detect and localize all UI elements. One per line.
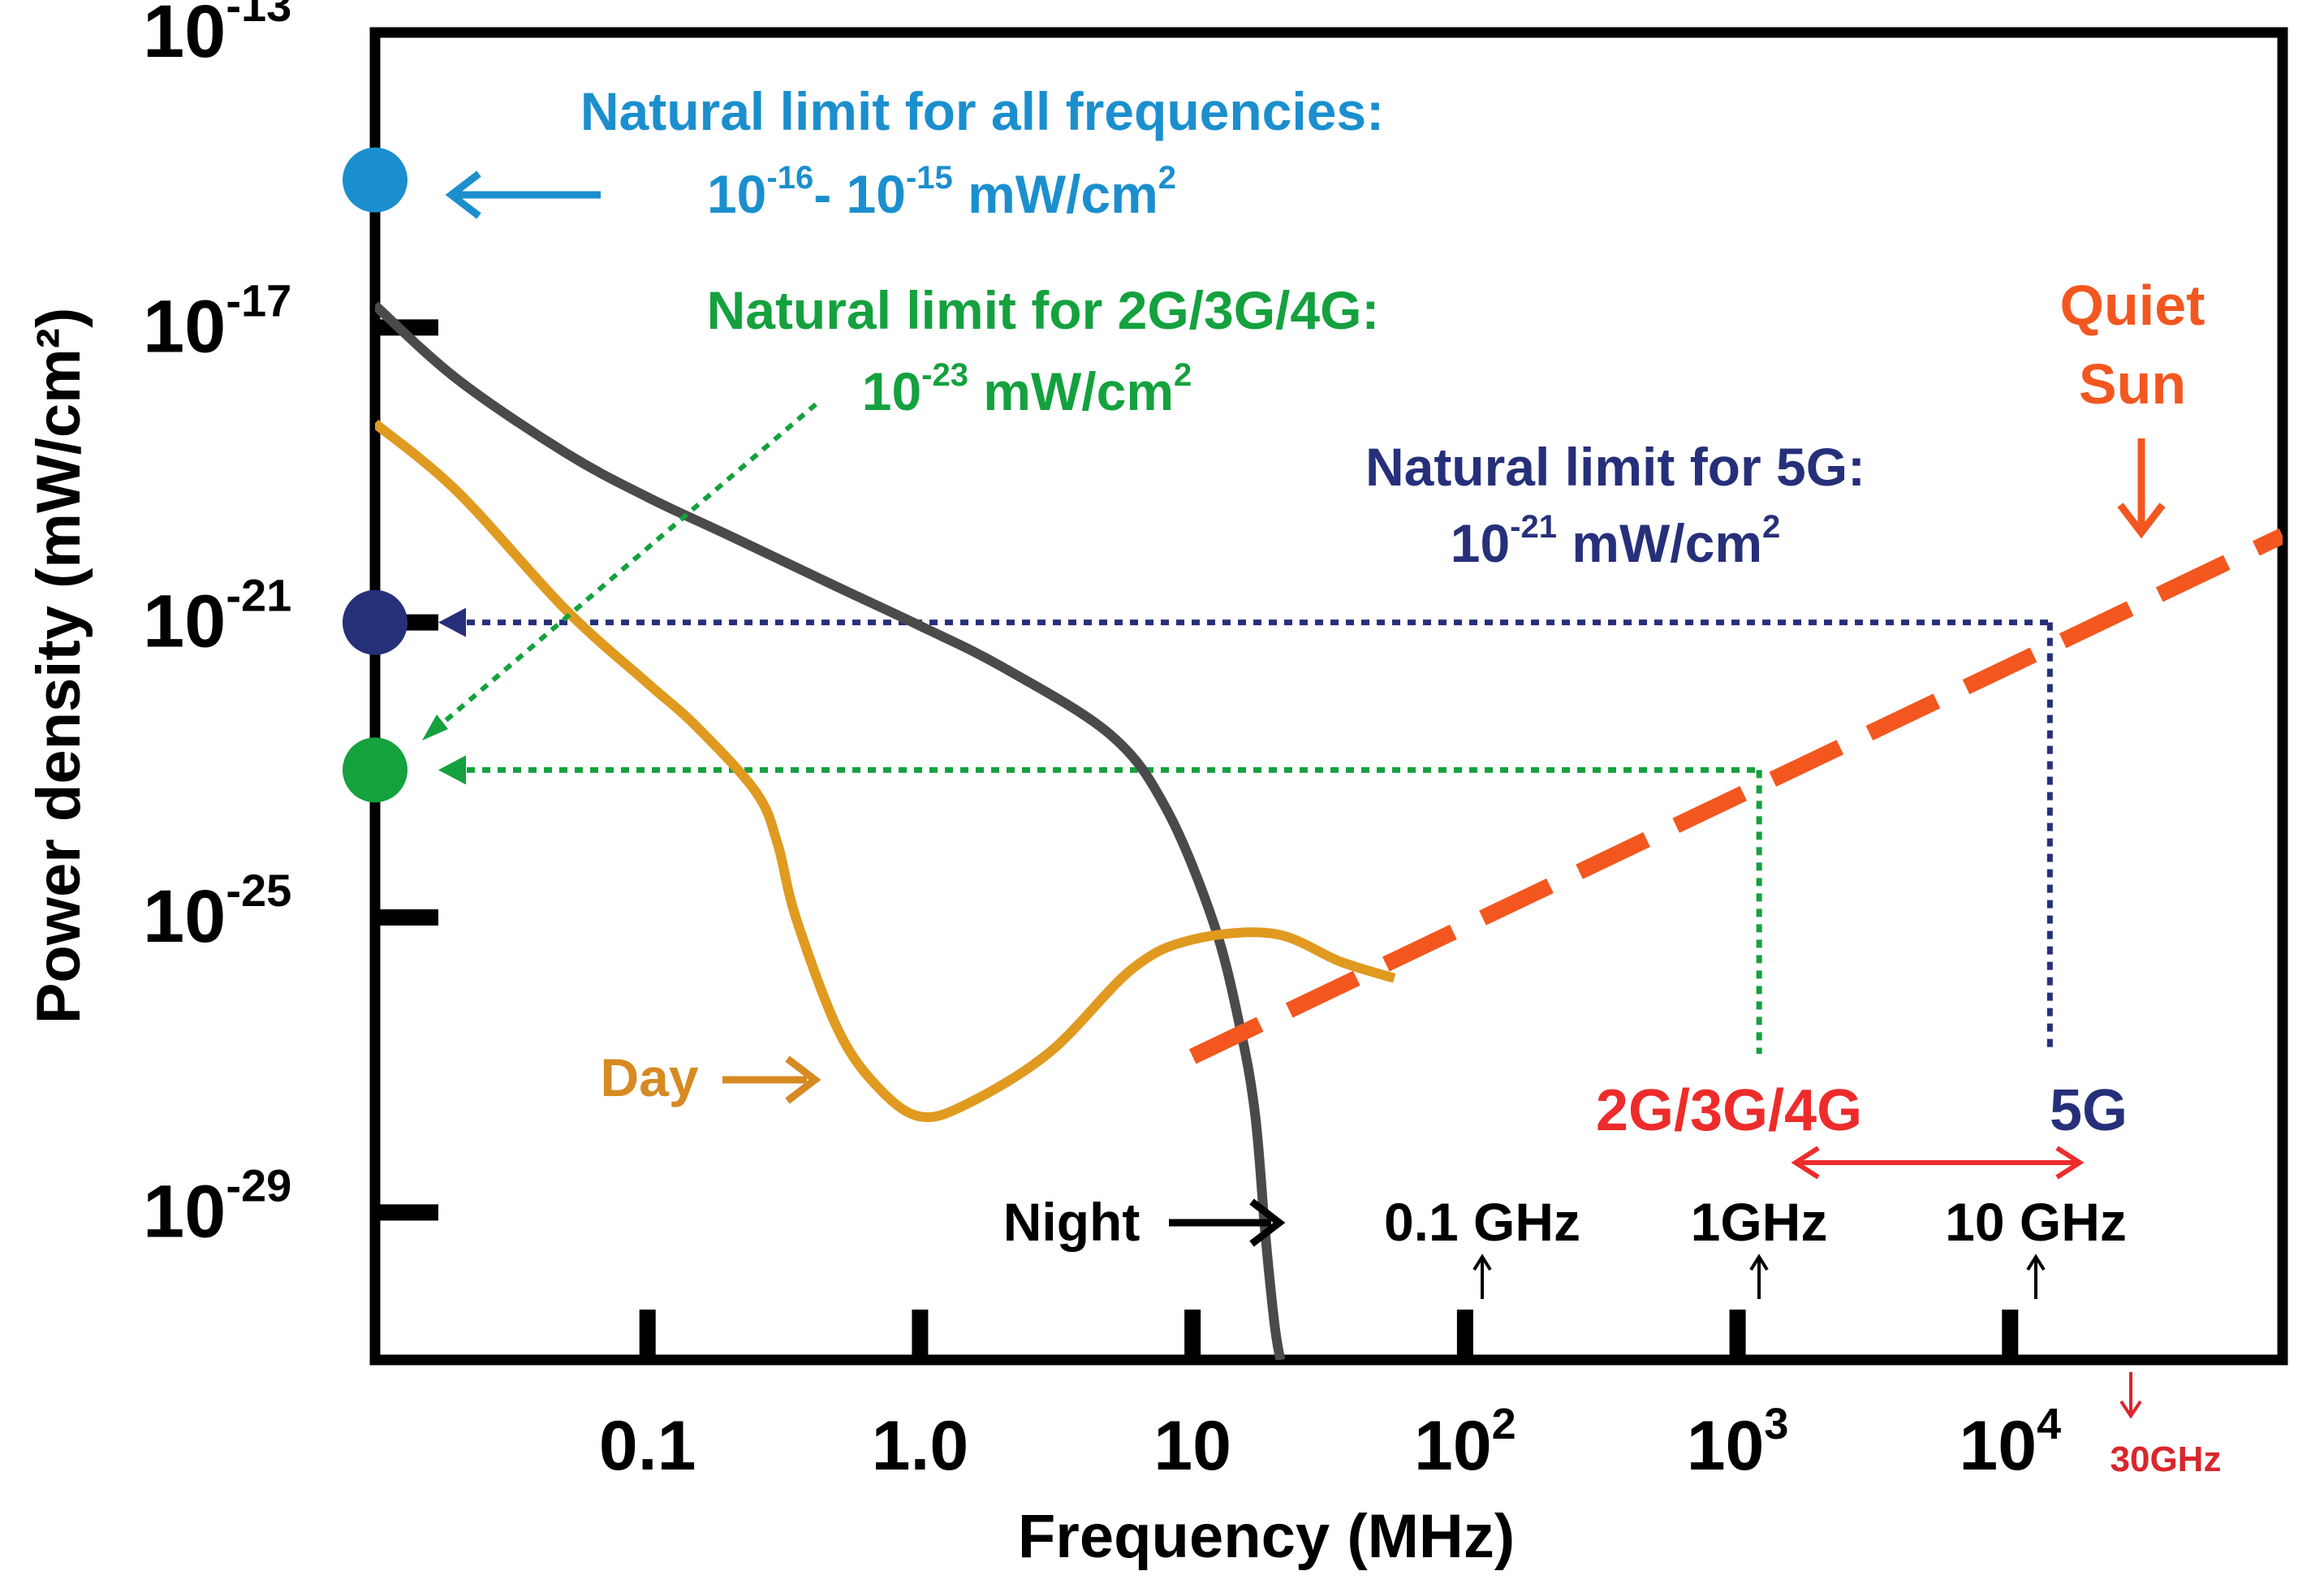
series-group: [375, 301, 2283, 1360]
band-234-label: 2G/3G/4G: [1596, 1078, 1862, 1143]
night-arrow: [1169, 1198, 1286, 1247]
series-day-line: [375, 419, 1396, 1122]
all-freq-label: Natural limit for all frequencies:: [580, 81, 1384, 141]
x-tick-label: 104: [1959, 1400, 2061, 1485]
band-5g-label: 5G: [2050, 1078, 2128, 1143]
series-night-line: [375, 301, 1286, 1360]
x-axis-ticks: 0.1 1.0 10 102 103 104: [599, 1310, 2061, 1485]
y-axis-ticks: 10-13 10-17 10-21 10-25 10-29: [143, 0, 438, 1253]
limit-markers: [343, 147, 407, 803]
ghz-30-label: 30GHz: [2111, 1439, 2222, 1479]
y-tick-label: 10-29: [143, 1159, 291, 1253]
x-tick-label: 103: [1687, 1400, 1789, 1485]
g5-label: Natural limit for 5G:: [1365, 437, 1865, 497]
g234-value: 10-23 mW/cm2: [862, 357, 1192, 421]
quiet-sun-label-2: Sun: [2079, 352, 2186, 416]
ghz-pointer-arrows: [1472, 1254, 2046, 1299]
y-tick-label: 10-25: [143, 865, 291, 958]
day-label: Day: [600, 1047, 698, 1107]
band-range-arrow: [1791, 1146, 2085, 1180]
ghz30-arrow: [2119, 1372, 2142, 1419]
all-freq-arrow: [445, 170, 601, 219]
day-arrow: [722, 1055, 821, 1104]
plot-frame: [369, 27, 2288, 1366]
x-tick-label: 0.1: [599, 1407, 696, 1485]
night-label: Night: [1003, 1192, 1140, 1252]
series-quiet-sun-line: [1188, 528, 2283, 1064]
quiet-sun-label-1: Quiet: [2060, 274, 2205, 337]
limit-line-5g-arrowhead: [438, 607, 466, 637]
y-tick-label: 10-13: [143, 0, 291, 73]
g234-pointer-arrowhead: [422, 714, 448, 740]
y-tick-label: 10-21: [143, 570, 291, 663]
x-tick-label: 10: [1153, 1407, 1231, 1485]
g234-pointer-arrow: [430, 402, 817, 735]
ghz-10-label: 10 GHz: [1945, 1192, 2127, 1252]
annotation-arrows: [422, 170, 2166, 1419]
limit-lines: [438, 607, 2053, 1054]
y-tick-label: 10-17: [143, 274, 291, 368]
quiet-sun-arrow: [2117, 438, 2166, 539]
ghz-1-label: 1GHz: [1691, 1192, 1828, 1252]
y-axis-label: Power density (mW/cm²): [24, 308, 93, 1025]
g5-value: 10-21 mW/cm2: [1451, 509, 1781, 573]
x-tick-label: 1.0: [872, 1407, 969, 1485]
limit-line-2g-3g-4g-arrowhead: [438, 755, 466, 785]
marker-2g-3g-4g: [343, 737, 407, 803]
g234-label: Natural limit for 2G/3G/4G:: [707, 280, 1380, 340]
ghz-01-label: 0.1 GHz: [1384, 1192, 1580, 1252]
x-tick-label: 102: [1414, 1400, 1516, 1485]
all-freq-value: 10-16- 10-15 mW/cm2: [707, 160, 1176, 224]
marker-5g: [343, 589, 407, 655]
x-axis-label: Frequency (MHz): [1018, 1502, 1515, 1571]
marker-all-frequencies: [343, 147, 407, 213]
